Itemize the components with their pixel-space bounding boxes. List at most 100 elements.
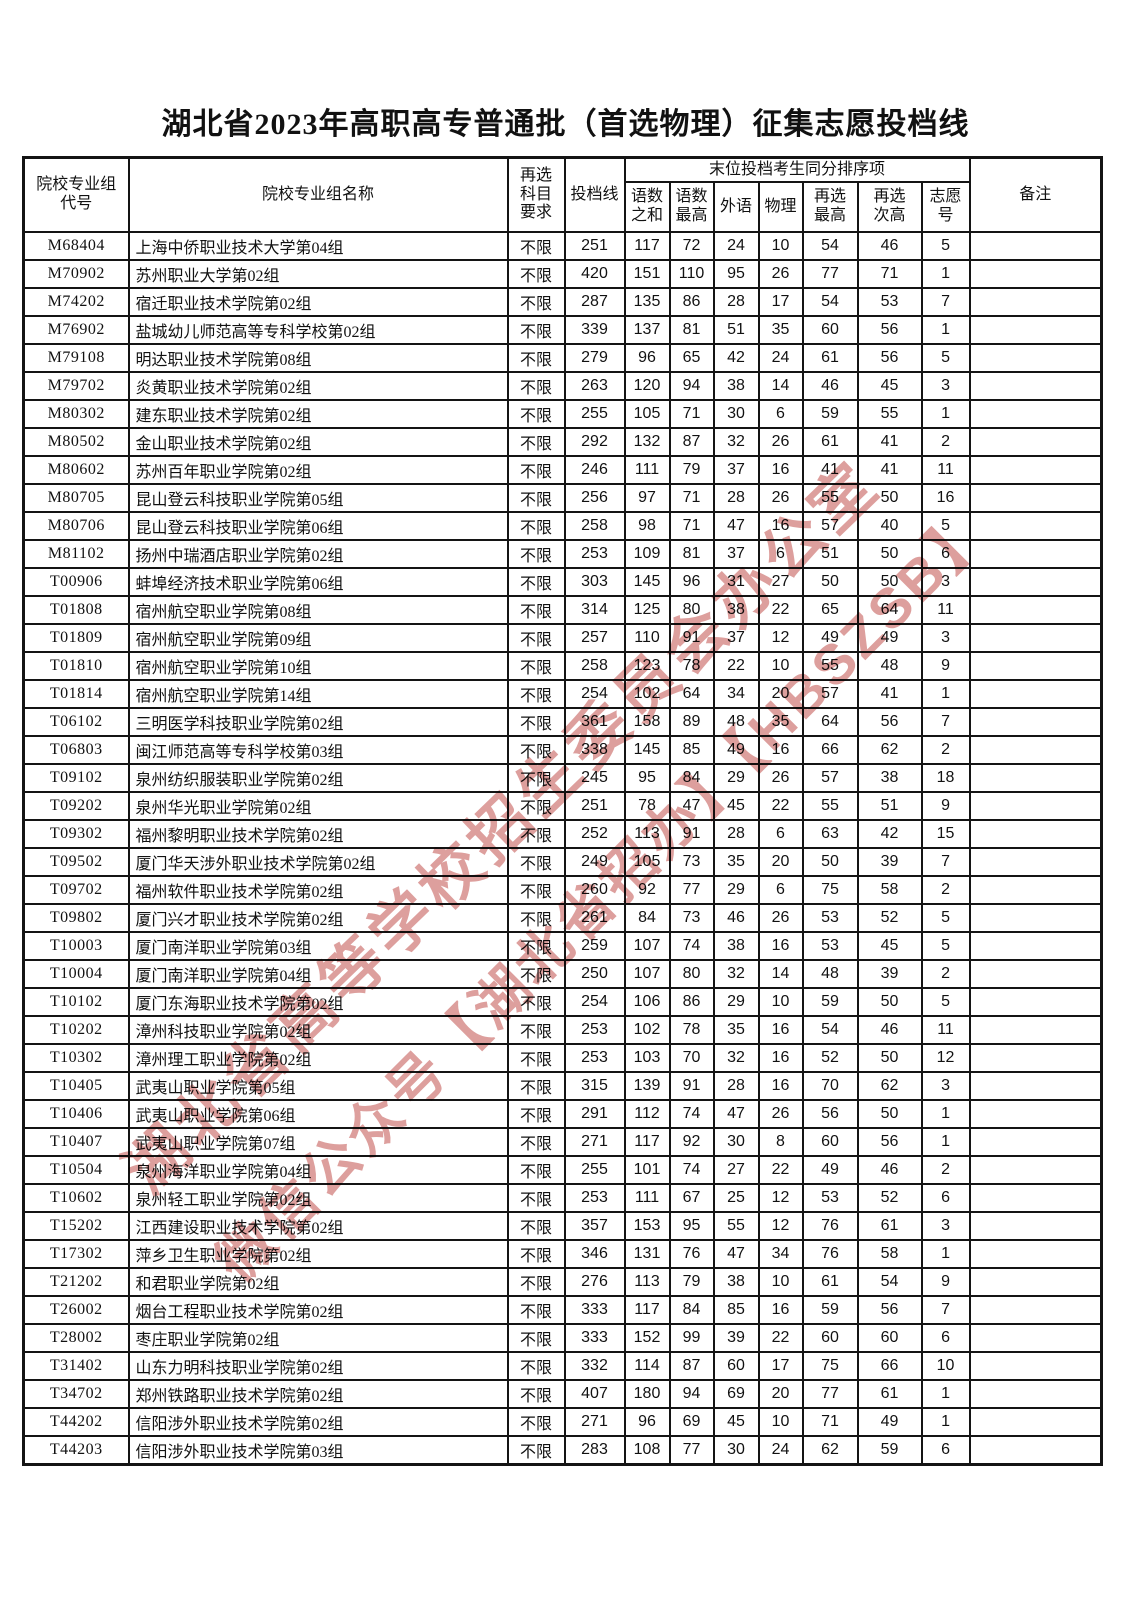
cell-foreign-language: 22 (712, 651, 760, 681)
cell-reselect-second: 46 (856, 1015, 923, 1045)
header-group-code: 院校专业组 代号 (22, 156, 130, 233)
cell-group-code: T09502 (22, 847, 130, 877)
cell-reselect-second: 59 (856, 1435, 923, 1466)
cell-group-name: 福州黎明职业技术学院第02组 (127, 819, 509, 849)
cell-group-name: 厦门南洋职业学院第03组 (127, 931, 509, 961)
cell-group-code: T09702 (22, 875, 130, 905)
cell-foreign-language: 28 (712, 483, 760, 513)
cell-physics: 16 (757, 735, 804, 765)
cell-preference-number: 10 (920, 1351, 971, 1381)
cell-group-name: 武夷山职业学院第05组 (127, 1071, 509, 1101)
cell-physics: 6 (757, 539, 804, 569)
cell-admission-line: 255 (563, 1155, 626, 1185)
cell-admission-line: 346 (563, 1239, 626, 1269)
cell-admission-line: 258 (563, 511, 626, 541)
cell-group-code: M80706 (22, 511, 130, 541)
cell-remark (968, 511, 1103, 541)
table-row: T01809 宿州航空职业学院第09组 不限 257 110 91 37 12 49 49 3 (22, 623, 1103, 653)
cell-reselect-second: 46 (856, 1155, 923, 1185)
cell-reselect-second: 39 (856, 847, 923, 877)
cell-chinese-math-sum: 111 (623, 1183, 671, 1213)
cell-foreign-language: 35 (712, 1015, 760, 1045)
cell-reselect-second: 41 (856, 679, 923, 709)
cell-group-name: 宿迁职业技术学院第02组 (127, 287, 509, 317)
cell-foreign-language: 47 (712, 1239, 760, 1269)
cell-preference-number: 7 (920, 287, 971, 317)
cell-group-name: 江西建设职业技术学院第02组 (127, 1211, 509, 1241)
table-row: T10202 漳州科技职业学院第02组 不限 253 102 78 35 16 54 46 11 (22, 1015, 1103, 1045)
cell-reselect-second: 66 (856, 1351, 923, 1381)
cell-foreign-language: 34 (712, 679, 760, 709)
cell-group-name: 炎黄职业技术学院第02组 (127, 371, 509, 401)
cell-reselect-max: 48 (801, 959, 859, 989)
cell-chinese-math-max: 80 (668, 959, 715, 989)
cell-group-name: 信阳涉外职业技术学院第03组 (127, 1435, 509, 1466)
cell-admission-line: 339 (563, 315, 626, 345)
cell-foreign-language: 27 (712, 1155, 760, 1185)
cell-group-code: T28002 (22, 1323, 130, 1353)
cell-physics: 6 (757, 399, 804, 429)
cell-reselect-max: 63 (801, 819, 859, 849)
cell-remark (968, 819, 1103, 849)
cell-group-code: M68404 (22, 231, 130, 261)
cell-reselect-max: 53 (801, 1183, 859, 1213)
cell-foreign-language: 30 (712, 1127, 760, 1157)
cell-chinese-math-max: 91 (668, 623, 715, 653)
cell-group-code: T10504 (22, 1155, 130, 1185)
cell-preference-number: 2 (920, 427, 971, 457)
cell-chinese-math-max: 79 (668, 455, 715, 485)
cell-admission-line: 332 (563, 1351, 626, 1381)
header-remark: 备注 (968, 156, 1103, 233)
cell-physics: 12 (757, 623, 804, 653)
cell-admission-line: 407 (563, 1379, 626, 1409)
cell-chinese-math-max: 86 (668, 287, 715, 317)
cell-remark (968, 791, 1103, 821)
cell-group-code: M80502 (22, 427, 130, 457)
table-row: T09502 厦门华天涉外职业技术学院第02组 不限 249 105 73 35 20 50 39… (22, 847, 1103, 877)
cell-reselect-second: 38 (856, 763, 923, 793)
cell-admission-line: 253 (563, 1183, 626, 1213)
table-row: T09202 泉州华光职业学院第02组 不限 251 78 47 45 22 55 51 9 (22, 791, 1103, 821)
cell-chinese-math-sum: 98 (623, 511, 671, 541)
cell-preference-number: 5 (920, 903, 971, 933)
cell-chinese-math-max: 71 (668, 511, 715, 541)
cell-remark (968, 1211, 1103, 1241)
cell-remark (968, 567, 1103, 597)
cell-chinese-math-sum: 103 (623, 1043, 671, 1073)
cell-reselect-second: 56 (856, 1127, 923, 1157)
cell-preference-number: 9 (920, 651, 971, 681)
table-row: T44202 信阳涉外职业技术学院第02组 不限 271 96 69 45 10 71 49 1 (22, 1407, 1103, 1437)
admission-score-table: 院校专业组 代号 院校专业组名称 再选 科目 要求 投档线 末位投档考生同分排序… (22, 156, 1104, 1466)
cell-admission-line: 333 (563, 1295, 626, 1325)
cell-group-name: 苏州百年职业学院第02组 (127, 455, 509, 485)
cell-remark (968, 1015, 1103, 1045)
cell-group-name: 厦门东海职业技术学院第02组 (127, 987, 509, 1017)
cell-admission-line: 292 (563, 427, 626, 457)
cell-chinese-math-sum: 158 (623, 707, 671, 737)
cell-physics: 35 (757, 315, 804, 345)
cell-group-code: M76902 (22, 315, 130, 345)
cell-remark (968, 959, 1103, 989)
cell-remark (968, 847, 1103, 877)
cell-chinese-math-max: 74 (668, 1099, 715, 1129)
cell-physics: 14 (757, 959, 804, 989)
cell-reselect-max: 55 (801, 791, 859, 821)
cell-chinese-math-sum: 145 (623, 735, 671, 765)
cell-subject-requirement: 不限 (506, 1043, 566, 1073)
cell-reselect-max: 53 (801, 903, 859, 933)
cell-physics: 16 (757, 455, 804, 485)
cell-chinese-math-max: 72 (668, 231, 715, 261)
cell-physics: 17 (757, 287, 804, 317)
cell-reselect-max: 59 (801, 987, 859, 1017)
cell-admission-line: 357 (563, 1211, 626, 1241)
cell-group-name: 厦门兴才职业技术学院第02组 (127, 903, 509, 933)
cell-reselect-second: 55 (856, 399, 923, 429)
cell-chinese-math-max: 79 (668, 1267, 715, 1297)
cell-physics: 10 (757, 651, 804, 681)
cell-preference-number: 1 (920, 399, 971, 429)
table-row: T10405 武夷山职业学院第05组 不限 315 139 91 28 16 70 62 3 (22, 1071, 1103, 1101)
cell-remark (968, 287, 1103, 317)
cell-preference-number: 1 (920, 1099, 971, 1129)
cell-remark (968, 427, 1103, 457)
